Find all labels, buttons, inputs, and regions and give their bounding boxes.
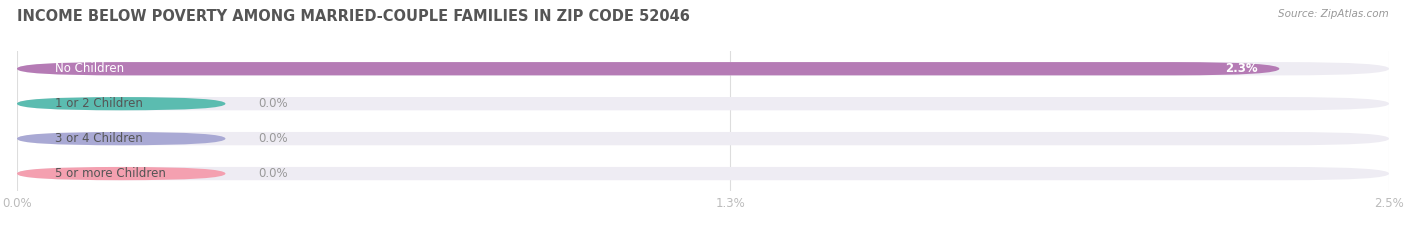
Text: 0.0%: 0.0% xyxy=(259,167,288,180)
Text: 0.0%: 0.0% xyxy=(259,97,288,110)
Text: INCOME BELOW POVERTY AMONG MARRIED-COUPLE FAMILIES IN ZIP CODE 52046: INCOME BELOW POVERTY AMONG MARRIED-COUPL… xyxy=(17,9,690,24)
FancyBboxPatch shape xyxy=(17,132,225,145)
FancyBboxPatch shape xyxy=(17,132,1389,145)
FancyBboxPatch shape xyxy=(17,62,1279,75)
Text: Source: ZipAtlas.com: Source: ZipAtlas.com xyxy=(1278,9,1389,19)
Text: 3 or 4 Children: 3 or 4 Children xyxy=(55,132,143,145)
Text: 2.3%: 2.3% xyxy=(1225,62,1257,75)
FancyBboxPatch shape xyxy=(17,167,225,180)
FancyBboxPatch shape xyxy=(17,97,225,110)
Text: 0.0%: 0.0% xyxy=(259,132,288,145)
Text: 5 or more Children: 5 or more Children xyxy=(55,167,166,180)
FancyBboxPatch shape xyxy=(17,167,1389,180)
Text: 1 or 2 Children: 1 or 2 Children xyxy=(55,97,143,110)
Text: No Children: No Children xyxy=(55,62,124,75)
FancyBboxPatch shape xyxy=(17,62,1389,75)
FancyBboxPatch shape xyxy=(17,97,1389,110)
